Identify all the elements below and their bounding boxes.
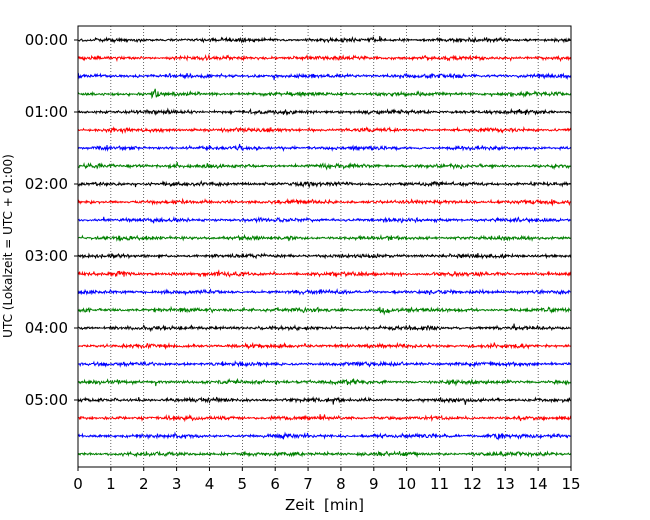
seismic-trace-01-15 bbox=[77, 126, 572, 135]
x-axis-label: Zeit [min] bbox=[285, 496, 364, 514]
x-tick-label: 1 bbox=[106, 475, 116, 493]
x-tick-label: 2 bbox=[139, 475, 149, 493]
seismic-trace-00-45 bbox=[77, 88, 572, 100]
x-tick-label: 12 bbox=[463, 475, 482, 493]
seismic-trace-04-15 bbox=[77, 341, 572, 350]
x-tick-label: 8 bbox=[336, 475, 346, 493]
y-tick-label: 03:00 bbox=[25, 247, 68, 265]
seismic-trace-04-30 bbox=[77, 360, 572, 368]
seismic-trace-05-15 bbox=[77, 413, 572, 423]
x-tick-label: 5 bbox=[238, 475, 248, 493]
seismic-trace-00-15 bbox=[77, 53, 572, 63]
seismic-trace-00-00 bbox=[77, 35, 572, 44]
seismic-trace-02-30 bbox=[77, 216, 572, 224]
y-tick-label: 02:00 bbox=[25, 175, 68, 193]
x-tick-label: 15 bbox=[561, 475, 580, 493]
seismic-trace-01-45 bbox=[77, 161, 572, 171]
seismic-trace-03-30 bbox=[77, 288, 572, 296]
plot-frame bbox=[77, 25, 572, 468]
y-tick-label: 00:00 bbox=[25, 31, 68, 49]
y-axis: 00:00 01:00 02:00 03:00 04:00 05:00 bbox=[25, 31, 78, 409]
seismic-trace-01-30 bbox=[77, 143, 572, 152]
seismic-traces bbox=[77, 35, 572, 458]
x-tick-label: 4 bbox=[205, 475, 215, 493]
x-tick-label: 11 bbox=[430, 475, 449, 493]
x-tick-label: 6 bbox=[270, 475, 280, 493]
seismic-trace-03-15 bbox=[77, 269, 572, 278]
seismic-trace-02-45 bbox=[77, 233, 572, 242]
seismic-trace-05-30 bbox=[77, 431, 572, 441]
seismic-trace-04-45 bbox=[77, 377, 572, 387]
plot-background bbox=[78, 26, 571, 467]
seismic-trace-04-00 bbox=[77, 323, 572, 333]
seismic-trace-02-00 bbox=[77, 179, 572, 189]
y-tick-label: 01:00 bbox=[25, 103, 68, 121]
y-tick-label: 04:00 bbox=[25, 319, 68, 337]
x-tick-label: 7 bbox=[303, 475, 313, 493]
x-tick-label: 0 bbox=[73, 475, 83, 493]
x-tick-label: 3 bbox=[172, 475, 182, 493]
seismic-trace-05-45 bbox=[77, 450, 572, 458]
x-tick-label: 14 bbox=[529, 475, 548, 493]
seismic-trace-00-30 bbox=[77, 72, 572, 81]
seismic-trace-05-00 bbox=[77, 395, 572, 405]
y-tick-label: 05:00 bbox=[25, 391, 68, 409]
x-axis: 0 1 2 3 4 5 6 7 8 9 10 11 12 13 14 15 bbox=[73, 467, 581, 493]
x-tick-label: 10 bbox=[397, 475, 416, 493]
seismic-trace-03-45 bbox=[77, 305, 572, 316]
seismic-trace-01-00 bbox=[77, 107, 572, 116]
x-tick-label: 9 bbox=[369, 475, 379, 493]
seismic-trace-03-00 bbox=[77, 252, 572, 260]
y-axis-label: UTC (Lokalzeit = UTC + 01:00) bbox=[1, 154, 15, 338]
seismic-trace-02-15 bbox=[77, 197, 572, 207]
x-tick-label: 13 bbox=[496, 475, 515, 493]
